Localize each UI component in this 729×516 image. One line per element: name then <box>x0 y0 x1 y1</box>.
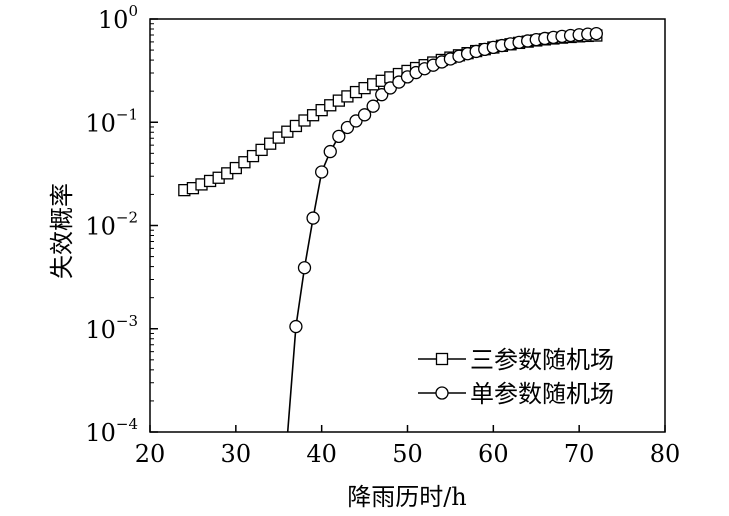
series-square <box>178 29 603 197</box>
y-axis-title: 失效概率 <box>48 183 76 279</box>
y-tick-label: 100 <box>98 2 138 34</box>
y-tick-exponent: −4 <box>116 415 138 433</box>
series-circle <box>286 26 603 432</box>
square-marker <box>255 143 268 157</box>
square-marker <box>246 149 260 163</box>
square-marker <box>435 352 449 366</box>
circle-marker <box>589 26 603 41</box>
x-tick-label: 50 <box>392 440 423 468</box>
x-tick-label: 30 <box>221 440 252 468</box>
y-tick-exponent: −3 <box>116 312 138 330</box>
y-tick-exponent: 0 <box>128 2 138 20</box>
y-tick-exponent: −2 <box>116 209 138 227</box>
y-tick-base: 10 <box>98 6 129 34</box>
circle-marker <box>366 99 380 113</box>
y-tick-label: 10−2 <box>85 209 138 241</box>
circle-marker <box>375 88 389 102</box>
circle-marker <box>306 211 320 225</box>
circle-marker <box>435 386 449 400</box>
series-line <box>286 32 597 432</box>
circle-marker <box>315 165 329 179</box>
x-tick-label: 20 <box>135 440 166 468</box>
legend-label: 三参数随机场 <box>470 346 614 374</box>
y-tick-label: 10−4 <box>85 415 138 447</box>
y-tick-exponent: −1 <box>116 105 138 123</box>
circle-marker <box>357 108 372 122</box>
y-tick-base: 10 <box>85 213 116 241</box>
series-layer <box>178 26 603 432</box>
x-tick-label: 70 <box>564 440 595 468</box>
x-tick-label: 60 <box>478 440 509 468</box>
circle-marker <box>323 144 337 159</box>
y-tick-base: 10 <box>85 109 116 137</box>
circle-marker <box>297 261 312 275</box>
circle-marker <box>289 319 303 334</box>
x-axis-title: 降雨历时/h <box>347 483 467 511</box>
y-tick-base: 10 <box>85 316 116 344</box>
y-tick-label: 10−1 <box>85 105 138 137</box>
circle-marker <box>332 129 346 144</box>
x-axis: 20 30 40 50 60 70 80 <box>135 425 681 468</box>
x-tick-label: 80 <box>650 440 681 468</box>
y-tick-base: 10 <box>85 419 116 447</box>
y-tick-label: 10−3 <box>85 312 138 344</box>
x-tick-label: 40 <box>306 440 337 468</box>
legend-label: 单参数随机场 <box>470 380 614 408</box>
